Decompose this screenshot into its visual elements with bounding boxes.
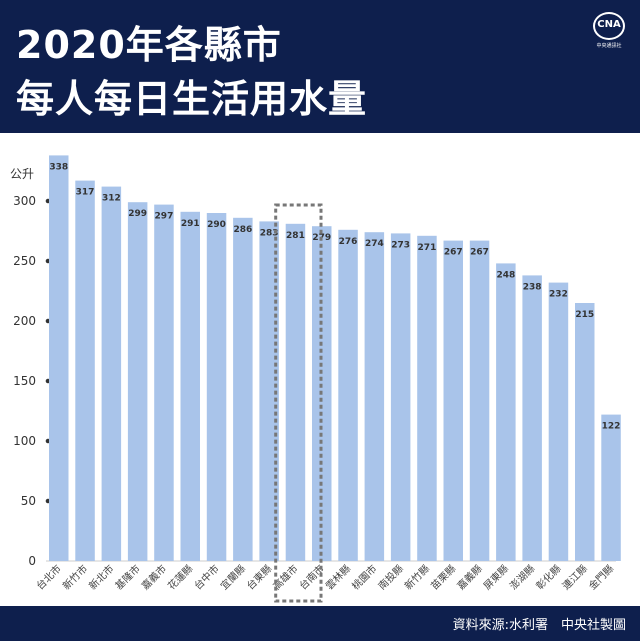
bar-value-label: 297 [155,212,174,222]
y-tick-label: 50 [21,494,36,508]
logo-circle-icon [593,12,625,40]
bar [443,240,463,561]
category-label: 台東縣 [244,562,274,592]
source-credit: 資料來源:水利署 中央社製圖 [452,618,626,633]
logo-subtext: 中央通訊社 [596,43,622,49]
title-line-1: 2020年各縣市 [16,23,282,67]
bar [522,275,542,561]
bar [417,235,437,562]
bar-value-label: 267 [444,248,463,258]
bar [338,229,358,562]
bar-value-label: 271 [418,243,437,253]
category-label: 新北市 [86,562,116,592]
bar-value-label: 273 [391,240,410,250]
bar-value-label: 286 [233,225,252,235]
category-label: 基隆市 [112,562,142,592]
y-tick-label: 250 [13,254,36,268]
bar-value-label: 290 [207,220,226,230]
bar-value-label: 232 [549,290,568,300]
bar-chart: 公升 0 50 100 150 200 250 300 338 台北市 317 新竹市 312 新北市 29… [10,155,621,603]
highlight-box [274,203,323,603]
bar [154,204,174,561]
bar [469,240,490,561]
category-label: 嘉義縣 [454,562,484,592]
category-label: 桃園市 [349,562,379,592]
bar [496,263,516,561]
category-label: 宜蘭縣 [218,562,248,592]
bar [601,414,621,561]
y-tick-label: 100 [13,434,36,448]
y-tick-label: 300 [13,194,36,208]
logo-text: CNA [597,19,621,30]
category-label: 南投縣 [375,562,405,592]
bar-value-label: 338 [49,162,68,172]
bar [75,180,95,561]
category-label: 嘉義市 [139,562,169,592]
bar-value-label: 312 [102,194,121,204]
bar-value-label: 274 [365,239,384,249]
category-label: 台中市 [191,562,221,592]
bar [575,303,595,561]
bar [285,223,306,562]
header-banner: 2020年各縣市 每人每日生活用水量 CNA 中央通訊社 [0,0,640,133]
title-line-2: 每人每日生活用水量 [16,77,368,121]
bar-value-label: 122 [602,422,621,432]
bar-value-label: 215 [575,310,594,320]
bar [364,232,385,561]
bar-value-label: 317 [76,188,95,198]
y-tick-label: 200 [13,314,36,328]
category-label: 花蓮縣 [165,562,195,592]
bar-value-label: 281 [286,231,305,241]
category-label: 台北市 [33,562,63,592]
bar-value-label: 291 [181,219,200,229]
bar [180,211,200,562]
bar-value-label: 238 [523,282,542,292]
category-label: 金門縣 [586,562,616,592]
category-label: 連江縣 [559,562,589,592]
bar-value-label: 283 [260,228,279,238]
bar-value-label: 276 [339,237,358,247]
bar [206,213,227,561]
bar [259,221,279,561]
y-tick-label: 150 [13,374,36,388]
y-tick-label: 0 [28,554,36,568]
bar [548,282,569,561]
category-label: 苗栗縣 [429,563,459,593]
bar [127,202,148,561]
y-axis-label: 公升 [10,167,34,181]
bar-value-label: 267 [470,248,489,258]
category-label: 彰化縣 [533,562,563,592]
bar [390,233,411,561]
bar [101,186,122,561]
bar-value-label: 248 [496,270,515,280]
category-label: 雲林縣 [323,562,353,592]
category-label: 屏東縣 [481,562,511,592]
category-label: 澎湖縣 [508,563,538,593]
bar [49,155,69,561]
bar-value-label: 299 [128,209,147,219]
category-label: 新竹縣 [402,562,432,592]
category-label: 新竹市 [60,562,90,592]
footer-banner: 資料來源:水利署 中央社製圖 [0,606,640,641]
cna-logo: CNA 中央通訊社 [590,12,628,52]
bar [233,217,253,562]
